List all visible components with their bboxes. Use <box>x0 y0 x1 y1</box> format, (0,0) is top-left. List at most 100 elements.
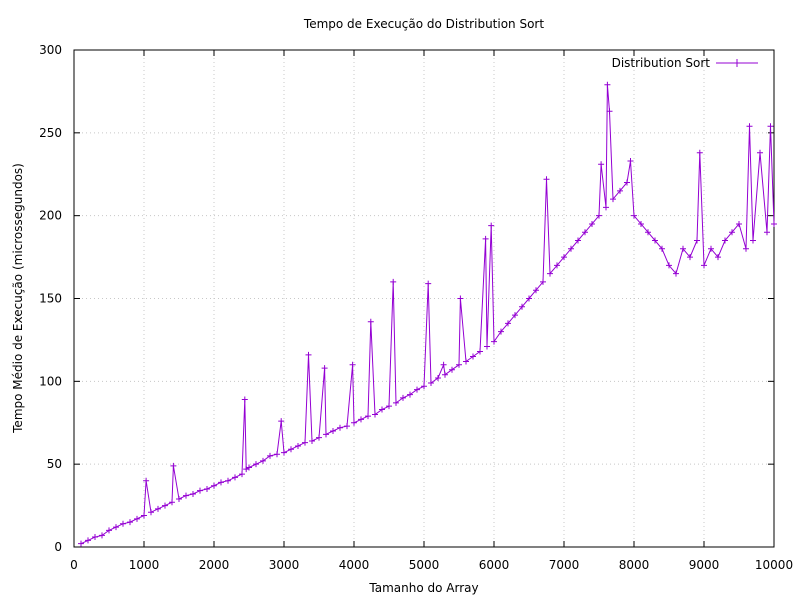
data-point <box>561 254 567 261</box>
data-point <box>627 157 634 164</box>
data-point <box>241 396 248 403</box>
data-point <box>316 434 322 441</box>
data-point <box>106 527 112 534</box>
data-point <box>358 416 364 423</box>
data-point <box>218 479 224 486</box>
data-point <box>99 532 105 539</box>
data-point <box>365 413 371 420</box>
data-point <box>659 245 665 252</box>
data-point <box>482 235 489 242</box>
data-point <box>176 495 182 502</box>
data-point <box>568 245 574 252</box>
y-tick-label: 250 <box>39 126 62 140</box>
data-point <box>617 187 623 194</box>
data-point <box>519 303 525 310</box>
data-point <box>638 220 644 227</box>
x-tick-label: 5000 <box>409 558 440 572</box>
data-point <box>246 464 252 471</box>
y-tick-label: 150 <box>39 292 62 306</box>
data-point <box>736 220 742 227</box>
x-tick-label: 7000 <box>549 558 580 572</box>
data-point <box>302 439 308 446</box>
data-point <box>603 204 609 211</box>
data-point <box>170 462 177 469</box>
data-point <box>281 449 287 456</box>
data-point <box>750 237 756 244</box>
data-point <box>337 424 343 431</box>
data-point <box>696 149 703 156</box>
data-point <box>488 222 495 229</box>
data-point <box>554 262 560 269</box>
data-point <box>666 262 672 269</box>
data-point <box>372 411 378 418</box>
data-point <box>456 361 462 368</box>
data-point <box>743 245 749 252</box>
data-point <box>440 361 447 368</box>
data-point <box>606 108 613 115</box>
x-tick-label: 4000 <box>339 558 370 572</box>
data-point <box>746 123 753 130</box>
y-tick-label: 100 <box>39 374 62 388</box>
data-point <box>92 534 98 541</box>
data-point <box>543 176 550 183</box>
data-point <box>225 477 231 484</box>
legend: Distribution Sort <box>612 56 758 70</box>
data-point <box>85 537 91 544</box>
x-tick-label: 10000 <box>755 558 793 572</box>
data-point <box>435 375 441 382</box>
x-axis-label: Tamanho do Array <box>368 581 478 595</box>
x-tick-label: 1000 <box>129 558 160 572</box>
data-point <box>367 318 374 325</box>
y-tick-label: 0 <box>54 540 62 554</box>
data-point <box>484 343 490 350</box>
data-point <box>457 295 464 302</box>
data-point <box>120 520 126 527</box>
data-point <box>764 229 770 236</box>
data-point <box>512 312 518 319</box>
data-point <box>729 229 735 236</box>
x-tick-label: 2000 <box>199 558 230 572</box>
series-layer <box>78 81 777 547</box>
data-point <box>414 386 420 393</box>
data-point <box>428 379 434 386</box>
data-point <box>610 196 616 203</box>
data-point <box>652 237 658 244</box>
data-point <box>113 524 119 531</box>
data-point <box>295 442 301 449</box>
data-point <box>330 428 336 435</box>
x-tick-label: 9000 <box>689 558 720 572</box>
data-point <box>694 237 700 244</box>
data-point <box>169 499 175 506</box>
data-point <box>491 338 497 345</box>
data-point <box>449 366 455 373</box>
data-point <box>598 161 605 168</box>
data-point <box>183 492 189 499</box>
data-point <box>141 512 147 519</box>
data-point <box>78 540 84 547</box>
data-point <box>575 237 581 244</box>
data-point <box>547 270 553 277</box>
data-point <box>596 212 602 219</box>
y-axis-label: Tempo Médio de Execução (microssegundos) <box>11 163 25 434</box>
series-line <box>80 84 775 545</box>
data-point <box>148 509 154 516</box>
data-point <box>425 280 432 287</box>
data-point <box>722 237 728 244</box>
data-point <box>134 515 140 522</box>
y-tick-label: 200 <box>39 209 62 223</box>
data-point <box>390 278 397 285</box>
x-tick-label: 6000 <box>479 558 510 572</box>
data-point <box>421 383 427 390</box>
data-point <box>463 358 469 365</box>
data-point <box>687 254 693 261</box>
data-point <box>321 365 328 372</box>
data-point <box>162 502 168 509</box>
grid-lines <box>74 50 774 547</box>
data-point <box>589 220 595 227</box>
data-point <box>715 254 721 261</box>
data-point <box>267 452 273 459</box>
data-point <box>645 229 651 236</box>
data-point <box>498 328 504 335</box>
data-point <box>771 220 777 227</box>
x-tick-label: 0 <box>70 558 78 572</box>
